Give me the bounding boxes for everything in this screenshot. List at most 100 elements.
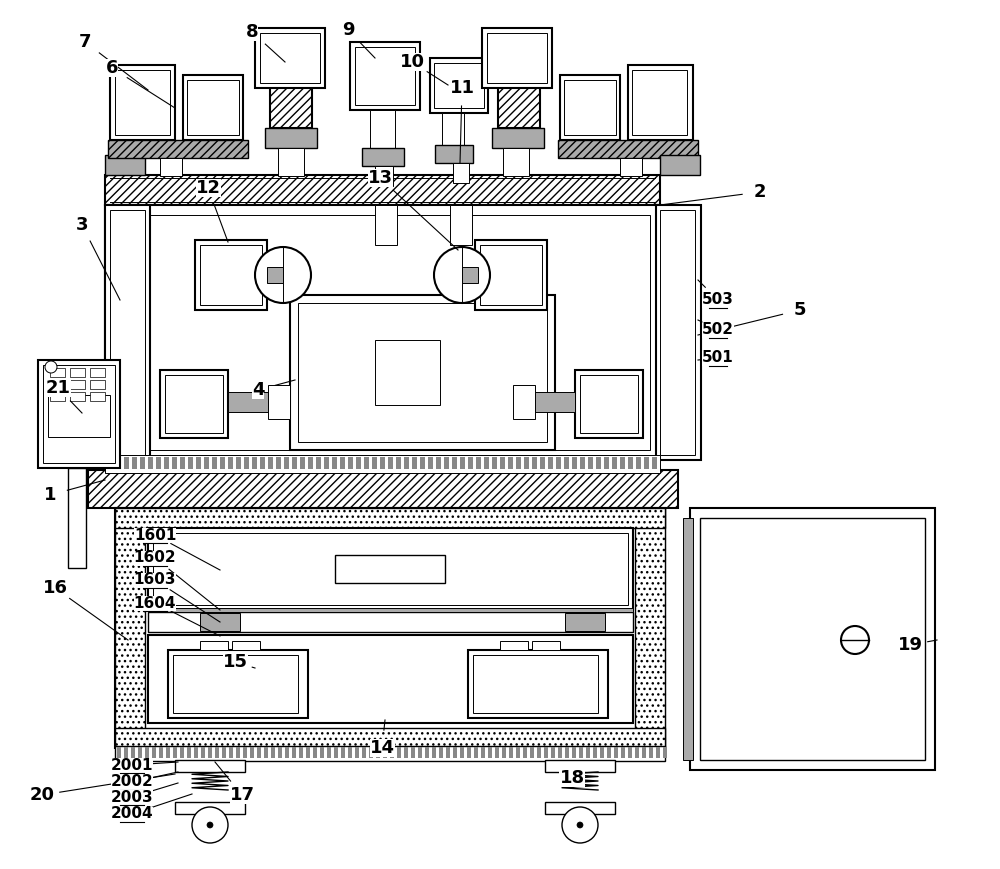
Bar — [432, 747, 436, 758]
Bar — [545, 760, 615, 772]
Bar — [452, 457, 457, 469]
Bar — [131, 747, 135, 758]
Bar — [500, 641, 528, 650]
Bar — [548, 457, 553, 469]
Bar — [308, 457, 313, 469]
Bar — [420, 457, 425, 469]
Bar — [70, 392, 85, 401]
Bar — [117, 747, 121, 758]
Bar — [450, 205, 472, 245]
Bar — [285, 747, 289, 758]
Text: 503: 503 — [702, 293, 734, 308]
Bar — [115, 215, 650, 450]
Circle shape — [562, 807, 598, 843]
Bar — [108, 457, 113, 469]
Bar — [482, 28, 552, 88]
Circle shape — [192, 807, 228, 843]
Bar — [516, 747, 520, 758]
Bar — [383, 747, 387, 758]
Bar — [320, 747, 324, 758]
Circle shape — [577, 822, 583, 828]
Bar — [375, 166, 393, 186]
Text: 11: 11 — [450, 79, 475, 97]
Bar — [110, 210, 145, 455]
Bar — [300, 457, 305, 469]
Bar — [268, 385, 290, 419]
Bar — [124, 457, 129, 469]
Bar — [265, 128, 317, 148]
Bar — [276, 457, 281, 469]
Text: 2001: 2001 — [111, 758, 153, 773]
Bar — [484, 457, 489, 469]
Bar — [108, 140, 248, 158]
Bar — [428, 457, 433, 469]
Bar — [148, 457, 153, 469]
Text: 15: 15 — [222, 653, 248, 671]
Bar — [663, 747, 667, 758]
Bar — [70, 368, 85, 377]
Bar — [356, 457, 361, 469]
Bar — [607, 747, 611, 758]
Bar — [200, 641, 228, 650]
Bar — [535, 392, 575, 412]
Bar — [500, 457, 505, 469]
Bar — [404, 747, 408, 758]
Bar — [636, 457, 641, 469]
Bar — [375, 205, 397, 245]
Bar — [660, 210, 695, 455]
Text: 17: 17 — [230, 786, 254, 804]
Bar — [332, 457, 337, 469]
Bar — [341, 747, 345, 758]
Bar — [551, 747, 555, 758]
Bar — [498, 53, 540, 128]
Bar — [173, 655, 298, 713]
Bar — [188, 457, 193, 469]
Bar — [187, 80, 239, 135]
Bar — [48, 395, 110, 437]
Bar — [579, 747, 583, 758]
Bar — [660, 155, 700, 175]
Bar — [313, 747, 317, 758]
Bar — [201, 747, 205, 758]
Bar — [90, 368, 105, 377]
Bar — [173, 747, 177, 758]
Bar — [38, 360, 120, 468]
Bar — [196, 457, 201, 469]
Bar — [492, 128, 544, 148]
Bar — [558, 747, 562, 758]
Bar — [152, 747, 156, 758]
Bar — [460, 747, 464, 758]
Bar — [513, 385, 535, 419]
Bar — [404, 457, 409, 469]
Bar — [435, 145, 473, 163]
Bar — [229, 747, 233, 758]
Bar — [116, 457, 121, 469]
Bar — [628, 457, 633, 469]
Bar — [683, 518, 693, 760]
Bar — [292, 457, 297, 469]
Bar — [362, 148, 404, 166]
Bar — [572, 457, 577, 469]
Bar — [243, 747, 247, 758]
Bar — [558, 140, 698, 158]
Bar — [327, 747, 331, 758]
Bar — [270, 53, 312, 128]
Text: 7: 7 — [79, 33, 91, 51]
Text: 9: 9 — [342, 21, 354, 39]
Bar — [306, 747, 310, 758]
Bar — [580, 457, 585, 469]
Bar — [335, 555, 445, 583]
Bar — [70, 380, 85, 389]
Bar — [530, 747, 534, 758]
Bar — [700, 518, 925, 760]
Bar — [255, 28, 325, 88]
Text: 18: 18 — [559, 769, 585, 787]
Bar — [509, 747, 513, 758]
Bar — [468, 650, 608, 718]
Circle shape — [207, 822, 213, 828]
Bar — [90, 392, 105, 401]
Bar — [652, 457, 657, 469]
Bar — [257, 747, 261, 758]
Bar — [656, 747, 660, 758]
Bar — [649, 747, 653, 758]
